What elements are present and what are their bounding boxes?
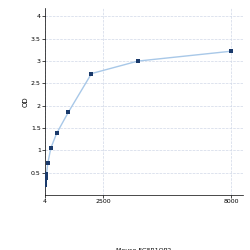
Point	[54, 132, 58, 136]
Point	[43, 182, 47, 186]
Y-axis label: OD: OD	[22, 96, 28, 106]
Point	[90, 72, 94, 76]
Point	[66, 110, 70, 114]
Point	[44, 176, 48, 180]
Point	[44, 172, 48, 175]
Point	[136, 59, 140, 63]
Point	[229, 49, 233, 53]
Point	[46, 161, 50, 165]
Point	[43, 179, 47, 183]
Point	[43, 183, 47, 187]
Text: Mouse FGFR1OP2: Mouse FGFR1OP2	[116, 248, 172, 250]
Point	[49, 146, 53, 150]
